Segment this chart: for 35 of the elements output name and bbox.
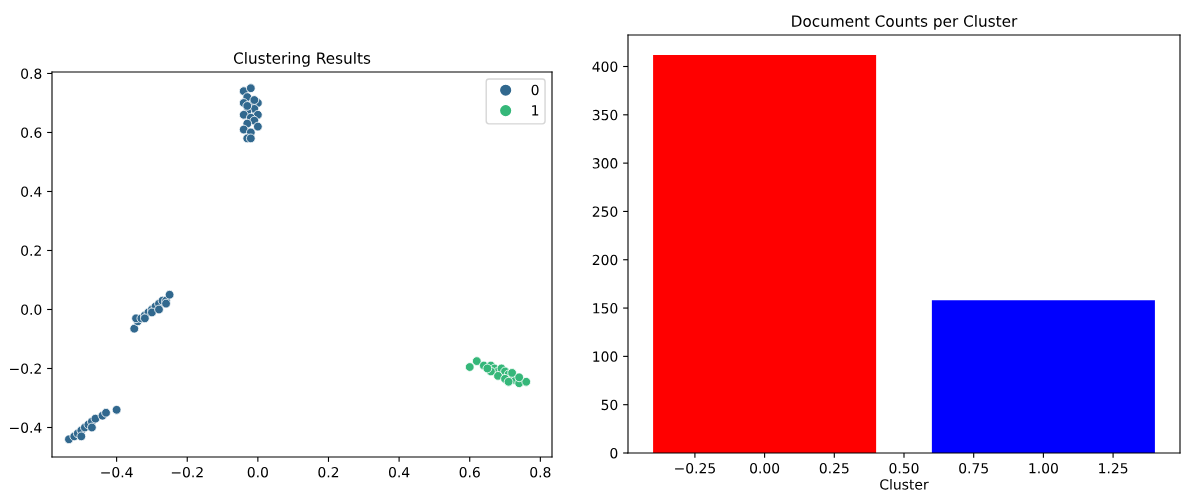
x-tick-label: 0.25: [819, 462, 849, 474]
x-tick-label: −0.2: [171, 466, 203, 478]
chart-title: Document Counts per Cluster: [792, 15, 1018, 30]
y-tick-label: 400: [592, 61, 618, 72]
y-tick-label: 0.4: [21, 186, 42, 197]
x-tick-label: 0.6: [459, 466, 480, 478]
y-tick-label: 0.0: [21, 304, 42, 315]
y-tick-label: 250: [592, 206, 618, 217]
y-tick-label: 50: [601, 399, 618, 411]
x-tick-label: 0.00: [750, 462, 780, 474]
x-tick-label: 0.2: [318, 466, 339, 478]
legend-label: 0: [531, 84, 539, 96]
y-tick-label: 350: [592, 109, 618, 121]
y-tick-label: 100: [593, 351, 618, 362]
x-tick-label: 0.50: [889, 462, 919, 474]
x-tick-label: 0.4: [388, 466, 410, 478]
y-tick-label: 150: [593, 303, 618, 314]
chart-title: Clustering Results: [233, 52, 371, 67]
x-axis-title: Cluster: [880, 478, 929, 490]
x-tick-label: −0.4: [101, 466, 133, 478]
y-tick-label: 300: [592, 158, 618, 169]
y-tick-label: 200: [592, 254, 618, 266]
x-tick-label: 0.75: [959, 462, 988, 474]
y-tick-label: 0.2: [21, 245, 41, 256]
y-tick-label: 0.8: [21, 68, 42, 79]
x-tick-label: 1.00: [1029, 462, 1058, 474]
legend-label: 1: [532, 105, 539, 116]
y-tick-label: −0.2: [10, 363, 41, 374]
x-tick-label: 1.25: [1099, 462, 1128, 474]
x-tick-label: −0.25: [675, 462, 715, 474]
x-tick-label: 0.0: [247, 466, 268, 478]
y-tick-label: 0.6: [21, 127, 42, 138]
x-tick-label: 0.8: [530, 466, 551, 478]
y-tick-label: 0: [610, 447, 618, 459]
y-tick-label: −0.4: [10, 422, 42, 433]
